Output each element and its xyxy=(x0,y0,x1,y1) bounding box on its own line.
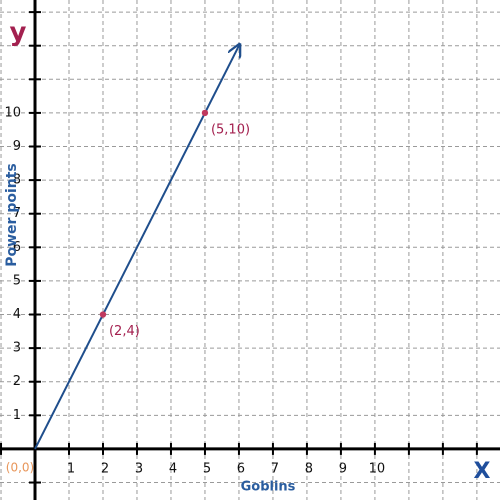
x-tick-label: 8 xyxy=(305,461,313,476)
x-tick-label: 6 xyxy=(237,461,245,476)
point-label: (5,10) xyxy=(211,122,250,137)
y-tick-label: 9 xyxy=(13,139,21,154)
y-tick-label: 5 xyxy=(13,273,21,288)
x-tick-label: 7 xyxy=(271,461,279,476)
x-tick-label: 5 xyxy=(203,461,211,476)
y-tick-label: 4 xyxy=(13,307,21,322)
x-tick-label: 1 xyxy=(67,461,75,476)
y-tick-label: 10 xyxy=(4,105,21,120)
point xyxy=(99,311,107,318)
x-tick-label: 10 xyxy=(369,461,386,476)
point xyxy=(201,109,209,117)
y-tick-label: 8 xyxy=(13,173,21,188)
marks xyxy=(34,46,239,450)
y-axis-letter: y xyxy=(10,18,27,48)
y-tick-label: 1 xyxy=(13,408,21,423)
y-tick-label: 7 xyxy=(13,206,21,221)
x-tick-label: 4 xyxy=(169,461,177,476)
point-label: (2,4) xyxy=(109,324,140,339)
x-tick-label: 3 xyxy=(135,461,143,476)
y-tick-label: 6 xyxy=(13,240,21,255)
x-tick-label: 9 xyxy=(339,461,347,476)
labels: 1 2 3 4 5 6 7 8 9 10 1 2 3 4 5 6 7 8 9 10 (2,4) (5,10) Goblins… xyxy=(4,18,491,495)
y-tick-label: 2 xyxy=(13,374,21,389)
x-tick-label: 2 xyxy=(101,461,109,476)
y-axis-title: Power points xyxy=(4,163,20,267)
origin-label: (0,0) xyxy=(6,461,34,475)
x-axis-letter: X xyxy=(474,459,491,484)
y-tick-label: 3 xyxy=(13,341,21,356)
x-axis-title: Goblins xyxy=(241,480,296,495)
